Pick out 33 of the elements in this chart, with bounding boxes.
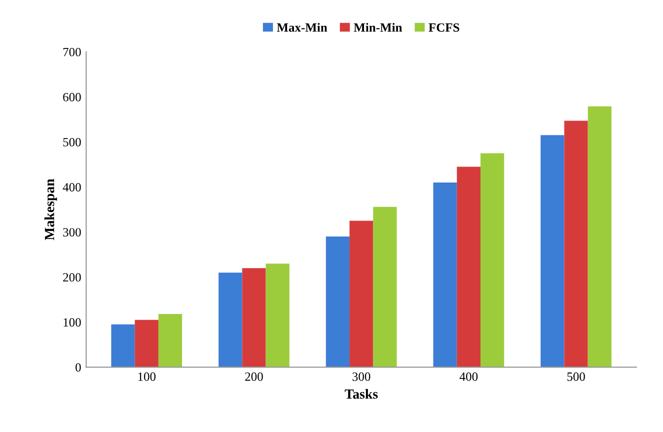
y-tick-label: 100 — [64, 318, 81, 327]
bar — [564, 120, 588, 368]
bar — [111, 324, 135, 368]
x-tick-label: 400 — [460, 372, 478, 381]
bar — [480, 153, 504, 368]
x-tick-label: 300 — [352, 372, 370, 381]
y-tick-label: 0 — [76, 363, 81, 372]
bar — [588, 106, 612, 368]
bar — [266, 264, 290, 368]
bar — [158, 314, 182, 368]
legend-label: FCFS — [428, 23, 460, 32]
y-tick-label: 400 — [62, 183, 81, 192]
x-axis-title: Tasks — [344, 388, 378, 399]
bar — [540, 135, 564, 368]
y-tick-label: 300 — [63, 228, 81, 237]
x-tick-label: 500 — [567, 372, 585, 381]
x-tick-label: 100 — [138, 372, 156, 381]
legend-label: Min-Min — [354, 22, 402, 32]
x-tick-label: 200 — [245, 372, 263, 381]
y-tick-label: 200 — [63, 273, 81, 282]
bar — [134, 320, 158, 368]
y-tick-label: 500 — [63, 138, 81, 146]
legend-label: Max-Min — [276, 22, 328, 32]
y-tick-label: 700 — [63, 48, 81, 56]
y-axis-title: Makespan — [44, 178, 58, 240]
bar — [242, 268, 266, 368]
bar — [456, 166, 480, 368]
bar — [373, 206, 397, 368]
y-tick-label: 600 — [63, 92, 81, 102]
bar — [218, 272, 242, 368]
bar — [350, 220, 374, 368]
bar — [326, 236, 350, 368]
bar — [433, 182, 457, 368]
